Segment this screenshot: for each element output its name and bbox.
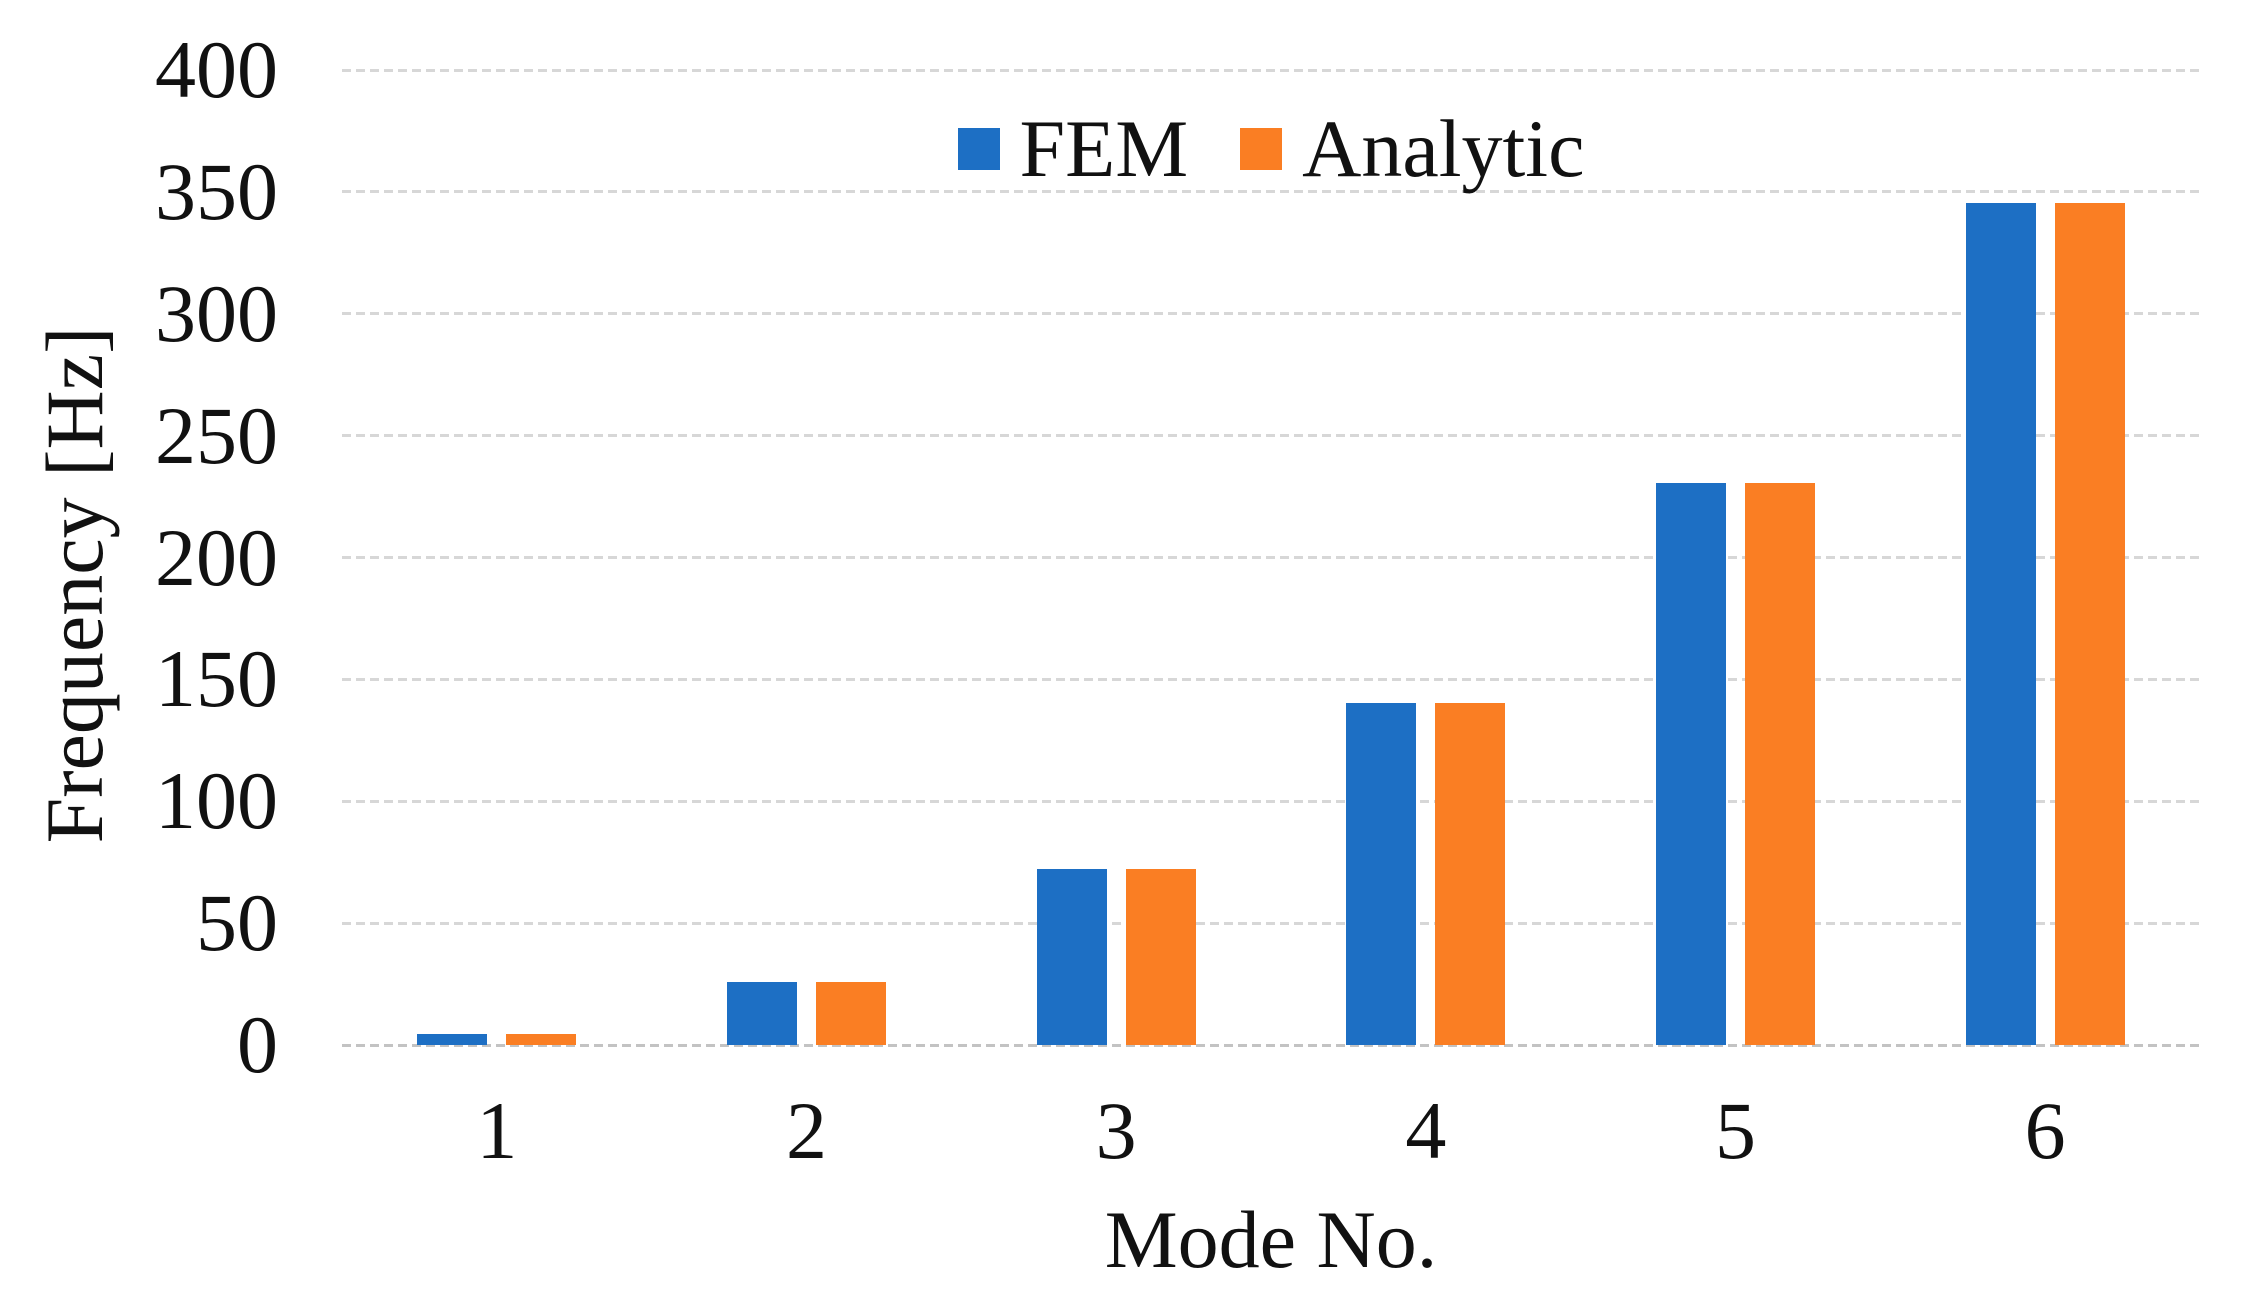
bar-fem-mode-5 xyxy=(1656,483,1726,1045)
x-tick-label-3: 3 xyxy=(1095,1085,1137,1176)
y-tick-label-300: 300 xyxy=(155,267,278,359)
legend-item-analytic: Analytic xyxy=(1240,108,1584,190)
x-axis-title: Mode No. xyxy=(1104,1194,1438,1285)
bar-analytic-mode-3 xyxy=(1125,869,1196,1045)
bar-fem-mode-1 xyxy=(417,1034,488,1045)
y-tick-label-400: 400 xyxy=(155,24,278,115)
x-axis-tick-labels: 1 2 3 4 5 6 xyxy=(342,1070,2200,1190)
bar-analytic-mode-4 xyxy=(1435,703,1506,1045)
y-tick-label-100: 100 xyxy=(155,755,278,847)
gridline-400 xyxy=(342,68,2200,72)
y-tick-label-350: 350 xyxy=(155,145,278,237)
gridline-250 xyxy=(342,434,2200,438)
bar-analytic-mode-1 xyxy=(506,1034,577,1045)
y-tick-label-150: 150 xyxy=(155,633,278,725)
legend-swatch-analytic xyxy=(1240,128,1283,170)
legend-label-fem: FEM xyxy=(1019,103,1189,194)
bar-analytic-mode-6 xyxy=(2054,203,2125,1045)
legend: FEM Analytic xyxy=(342,108,2200,190)
bar-fem-mode-6 xyxy=(1965,203,2036,1045)
x-tick-label-2: 2 xyxy=(786,1085,827,1176)
bar-analytic-mode-5 xyxy=(1745,483,1815,1045)
legend-label-analytic: Analytic xyxy=(1302,103,1585,194)
y-tick-label-50: 50 xyxy=(196,877,278,969)
y-tick-label-200: 200 xyxy=(155,511,278,603)
legend-swatch-fem xyxy=(957,128,1000,170)
bar-fem-mode-3 xyxy=(1036,869,1107,1045)
y-axis-tick-labels: 0 50 100 150 200 250 300 350 400 xyxy=(0,29,278,1086)
gridline-350 xyxy=(342,190,2200,194)
gridline-150 xyxy=(342,677,2200,681)
legend-item-fem: FEM xyxy=(957,103,1189,194)
y-tick-label-250: 250 xyxy=(155,389,278,481)
x-tick-label-6: 6 xyxy=(2024,1085,2066,1176)
gridline-100 xyxy=(342,799,2200,803)
gridline-0 xyxy=(342,1043,2200,1047)
gridline-50 xyxy=(342,921,2200,925)
gridline-200 xyxy=(342,556,2200,559)
gridline-300 xyxy=(342,312,2200,316)
y-tick-label-0: 0 xyxy=(237,999,278,1090)
x-tick-label-5: 5 xyxy=(1715,1085,1756,1176)
bar-fem-mode-2 xyxy=(727,982,797,1045)
plot-area: FEM Analytic xyxy=(342,68,2200,1047)
x-tick-label-1: 1 xyxy=(476,1085,518,1176)
bar-fem-mode-4 xyxy=(1346,703,1417,1045)
x-tick-label-4: 4 xyxy=(1405,1085,1447,1176)
bar-analytic-mode-2 xyxy=(816,982,886,1045)
